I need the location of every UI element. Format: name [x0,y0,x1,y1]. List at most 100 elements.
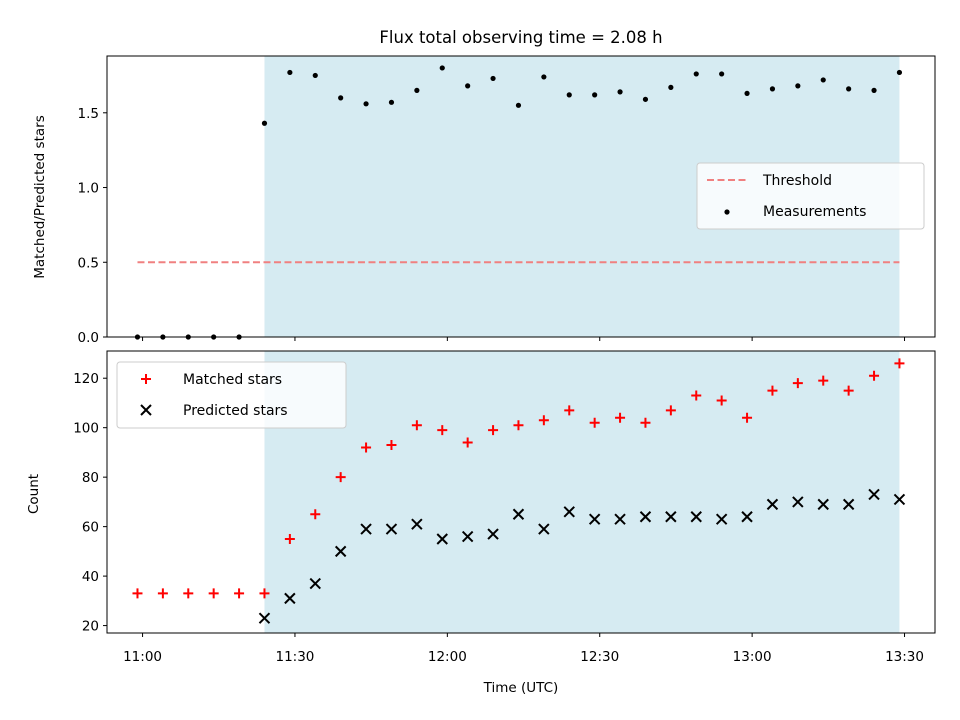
legend-matched-swatch [141,374,151,384]
measurement-point [312,72,318,79]
predicted-star-point [766,498,779,511]
legend-label: Threshold [762,173,832,189]
predicted-star-point [258,612,271,624]
matched-star-point [742,412,753,423]
measurement-point [388,99,395,105]
matched-star-point [716,395,727,406]
bottom-x-tick-label: 12:30 [580,649,619,665]
predicted-star-point [284,592,296,605]
predicted-star-point [639,511,652,523]
measurement-point [642,96,649,102]
measurement-point [592,92,598,98]
matched-star-point [234,588,245,599]
matched-star-point [361,442,372,453]
bottom-y-tick-label: 20 [82,619,99,635]
matched-star-point [157,588,168,599]
legend-measurement-swatch [724,209,730,215]
matched-star-point [615,412,626,423]
measurement-point [541,74,547,80]
measurement-point [414,87,420,93]
predicted-star-point [461,530,474,543]
top-legend: Threshold Measurements [696,162,925,230]
top-panel: 0.0 0.5 1.0 1.5 Threshold Measurements [78,55,936,346]
matched-star-point [843,385,854,396]
measurement-point [769,86,776,92]
measurement-point [261,120,268,126]
matched-star-point [488,425,499,436]
bottom-y-tick-label: 120 [73,371,99,387]
predicted-star-point [411,518,423,530]
matched-star-point [538,415,549,426]
matched-star-point [589,417,600,428]
matched-star-point [767,385,778,396]
measurement-point [490,75,496,82]
predicted-star-point [817,498,829,511]
matched-star-point [691,390,702,401]
predicted-star-point [588,513,601,525]
matched-star-point [386,440,397,450]
measurement-point [439,65,445,71]
top-y-tick-label: 1.5 [78,106,99,122]
chart-title: Flux total observing time = 2.08 h [379,28,662,47]
matched-star-point [284,534,295,544]
measurement-point [719,71,725,77]
measurement-point [363,101,369,107]
bottom-y-tick-label: 40 [82,569,99,585]
bottom-x-tick-label: 13:00 [733,649,772,665]
predicted-star-point [360,523,372,535]
matched-star-point [183,588,194,599]
measurement-point [896,69,903,76]
bottom-legend: Matched stars Predicted stars [116,361,347,429]
top-y-axis-label: Matched/Predicted stars [32,115,48,278]
predicted-star-point [893,493,906,506]
matched-star-point [310,509,321,520]
measurement-point [668,84,674,90]
predicted-star-point [512,508,525,520]
measurement-point [465,83,471,89]
matched-star-point [259,588,270,599]
predicted-star-point [538,523,550,535]
measurement-point [820,77,826,83]
predicted-star-point [868,488,880,501]
measurement-point [617,89,623,95]
matched-star-point [411,420,422,431]
top-legend-box [696,162,925,230]
matched-star-point [818,375,829,386]
top-y-tick-label: 0.5 [78,255,99,271]
legend-label: Predicted stars [183,403,288,419]
matched-star-point [513,420,524,431]
predicted-star-point [487,528,499,540]
legend-label: Matched stars [183,372,282,388]
predicted-star-point [334,545,347,558]
bottom-axes-frame [106,350,936,634]
predicted-star-point [690,511,702,523]
predicted-star-point [792,496,804,508]
measurement-point [338,95,344,101]
bottom-x-tick-label: 12:00 [428,649,467,665]
bottom-y-axis-label: Count [26,474,42,514]
predicted-star-point [436,533,448,545]
matched-star-point [564,405,575,416]
bottom-legend-box [116,361,347,429]
predicted-star-point [715,513,728,525]
top-axes-frame [106,55,936,338]
measurement-point [566,92,572,98]
bottom-x-tick-label: 11:00 [123,649,162,665]
measurement-point [287,69,293,76]
matched-star-point [462,437,473,448]
bottom-x-tick-label: 13:30 [885,649,924,665]
matched-star-point [894,358,905,369]
bottom-panel: 20 40 60 80 100 120 11:00 11:30 12:00 12:30 13:00 1… [73,350,936,665]
measurement-point [871,87,877,93]
matched-star-point [208,588,219,599]
measurement-point [795,83,801,89]
matched-star-point [437,425,448,436]
predicted-star-point [842,498,855,511]
measurement-point [846,86,852,92]
matched-star-point [792,378,803,389]
predicted-star-point [563,506,575,518]
predicted-star-point [614,513,626,525]
predicted-star-point [309,577,321,590]
bottom-x-tick-label: 11:30 [275,649,314,665]
